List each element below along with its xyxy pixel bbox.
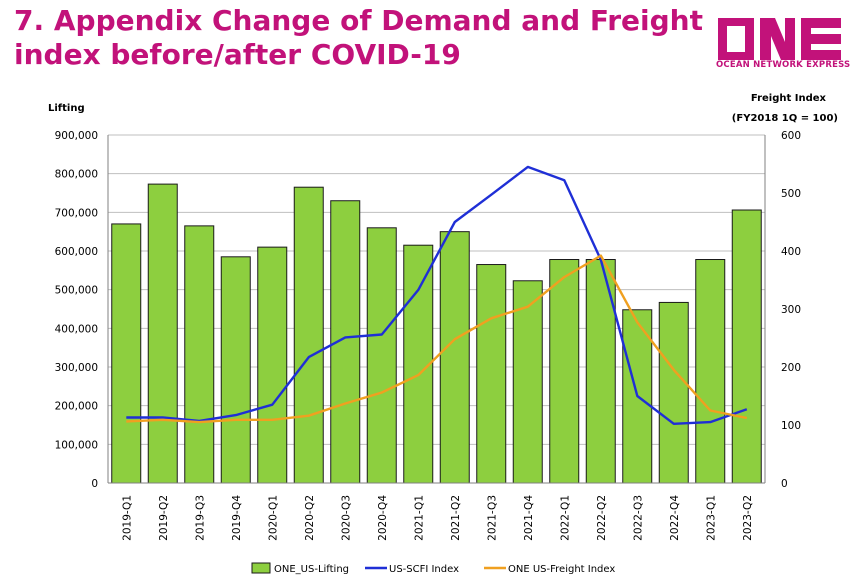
x-tick-label: 2020-Q1 <box>267 495 279 541</box>
line-series <box>126 165 748 425</box>
chart-axes: 0 100,000 200,000 300,000 400,000 500,000 600,… <box>55 130 801 541</box>
x-tick-label: 2019-Q3 <box>194 495 206 541</box>
left-tick-label: 100,000 <box>55 439 98 451</box>
x-tick-label: 2020-Q3 <box>340 495 352 541</box>
bar <box>658 301 689 484</box>
bar <box>695 259 726 484</box>
x-tick-label: 2021-Q4 <box>523 495 535 541</box>
bar <box>731 209 762 484</box>
x-tick-label: 2022-Q3 <box>632 495 644 541</box>
x-tick-label: 2023-Q1 <box>705 495 717 541</box>
bar <box>184 225 215 484</box>
left-tick-label: 0 <box>91 478 98 490</box>
x-tick-label: 2021-Q3 <box>486 495 498 541</box>
series-line <box>126 165 748 425</box>
page-title-line1: 7. Appendix Change of Demand and Freight <box>14 4 703 37</box>
chart-grid <box>108 134 765 445</box>
x-tick-label: 2021-Q2 <box>450 495 462 541</box>
left-tick-label: 300,000 <box>55 362 98 374</box>
x-tick-label: 2022-Q2 <box>596 495 608 541</box>
legend-label: US-SCFI Index <box>389 564 459 575</box>
bar <box>549 259 580 484</box>
left-tick-label: 500,000 <box>55 285 98 297</box>
right-tick-label: 300 <box>781 304 801 316</box>
x-tick-label: 2020-Q2 <box>304 495 316 541</box>
legend-label: ONE US-Freight Index <box>508 564 615 575</box>
page-title: 7. Appendix Change of Demand and Freight… <box>14 4 703 72</box>
one-logo <box>718 18 841 60</box>
legend-swatch <box>251 562 271 574</box>
left-tick-label: 200,000 <box>55 401 98 413</box>
series-line <box>126 254 748 424</box>
right-axis-label: Freight Index <box>751 93 827 104</box>
legend-label: ONE_US-Lifting <box>274 564 349 575</box>
bar <box>111 223 142 484</box>
left-tick-label: 600,000 <box>55 246 98 258</box>
right-tick-label: 500 <box>781 188 801 200</box>
bar <box>439 231 470 484</box>
right-tick-label: 600 <box>781 130 801 142</box>
x-tick-label: 2022-Q1 <box>559 495 571 541</box>
x-tick-label: 2020-Q4 <box>377 495 389 541</box>
left-tick-label: 800,000 <box>55 169 98 181</box>
x-tick-label: 2023-Q2 <box>742 495 754 541</box>
page-title-line2: index before/after COVID-19 <box>14 38 461 71</box>
bar <box>366 227 397 484</box>
bar <box>512 280 543 484</box>
left-tick-label: 900,000 <box>55 130 98 142</box>
bar-series <box>111 183 762 484</box>
right-tick-label: 0 <box>781 478 788 490</box>
right-tick-label: 400 <box>781 246 801 258</box>
right-tick-label: 200 <box>781 362 801 374</box>
x-tick-label: 2019-Q2 <box>158 495 170 541</box>
logo-subtitle: OCEAN NETWORK EXPRESS <box>716 60 851 70</box>
x-tick-label: 2019-Q4 <box>231 495 243 541</box>
bar <box>257 246 288 484</box>
left-tick-label: 400,000 <box>55 323 98 335</box>
legend: ONE_US-Lifting US-SCFI Index ONE US-Freigh… <box>251 562 615 575</box>
right-axis-note: (FY2018 1Q = 100) <box>732 113 838 124</box>
bar <box>476 264 507 484</box>
left-tick-label: 700,000 <box>55 207 98 219</box>
bar <box>147 183 178 484</box>
left-axis-label: Lifting <box>48 103 85 114</box>
x-tick-label: 2022-Q4 <box>669 495 681 541</box>
bar <box>293 186 324 484</box>
right-tick-label: 100 <box>781 420 801 432</box>
bar <box>220 256 251 484</box>
x-tick-label: 2021-Q1 <box>413 495 425 541</box>
x-tick-label: 2019-Q1 <box>121 495 133 541</box>
